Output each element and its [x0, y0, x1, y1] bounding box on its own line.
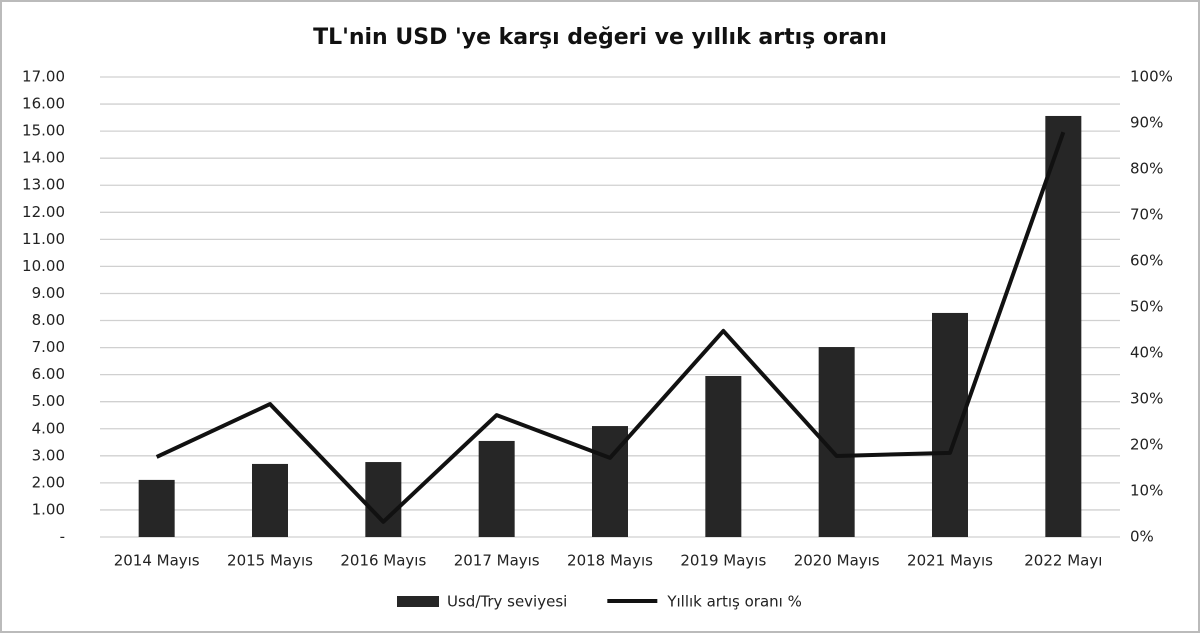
y-tick-label: 12.00	[22, 203, 65, 221]
x-tick-label: 2019 Mayıs	[680, 552, 766, 570]
y-tick-label: 9.00	[32, 284, 65, 302]
x-tick-label: 2017 Mayıs	[454, 552, 540, 570]
y-tick-label: 1.00	[32, 500, 65, 518]
x-tick-label: 2022 Mayı	[1024, 552, 1102, 570]
y2-tick-label: 90%	[1130, 114, 1163, 132]
x-tick-label: 2018 Mayıs	[567, 552, 653, 570]
x-tick-label: 2014 Mayıs	[114, 552, 200, 570]
bar	[478, 440, 515, 537]
y-tick-label: 3.00	[32, 446, 65, 464]
y-tick-label: 13.00	[22, 176, 65, 194]
y2-tick-label: 30%	[1130, 390, 1163, 408]
y-tick-label: 6.00	[32, 365, 65, 383]
y-tick-label: -	[60, 528, 65, 546]
bar	[138, 479, 175, 537]
line	[155, 131, 1066, 524]
y-tick-label: 11.00	[22, 230, 65, 248]
bar	[932, 312, 968, 537]
x-tick-label: 2016 Mayıs	[340, 552, 426, 570]
y-tick-label: 14.00	[22, 149, 65, 167]
bar	[365, 462, 402, 537]
y-tick-label: 15.00	[22, 122, 65, 140]
y2-tick-label: 20%	[1130, 436, 1163, 454]
bar	[252, 463, 288, 537]
y-tick-label: 7.00	[32, 338, 65, 356]
legend-swatch	[397, 596, 439, 607]
y2-tick-label: 80%	[1130, 160, 1163, 178]
y-tick-label: 4.00	[32, 419, 65, 437]
chart-title: TL'nin USD 'ye karşı değeri ve yıllık ar…	[313, 25, 887, 50]
y2-tick-label: 100%	[1130, 68, 1173, 86]
y-tick-label: 17.00	[22, 68, 65, 86]
x-tick-label: 2021 Mayıs	[907, 552, 993, 570]
y2-tick-label: 70%	[1130, 206, 1163, 224]
y-tick-label: 16.00	[22, 95, 65, 113]
x-tick-label: 2020 Mayıs	[794, 552, 880, 570]
x-tick-label: 2015 Mayıs	[227, 552, 313, 570]
y2-tick-label: 50%	[1130, 298, 1163, 316]
bar	[705, 376, 742, 537]
y2-tick-label: 60%	[1130, 252, 1163, 270]
y-tick-label: 2.00	[32, 473, 65, 491]
y2-tick-label: 10%	[1130, 482, 1163, 500]
y-tick-label: 8.00	[32, 311, 65, 329]
legend-label: Yıllık artış oranı %	[666, 593, 802, 611]
y-tick-label: 10.00	[22, 257, 65, 275]
legend-label: Usd/Try seviyesi	[447, 593, 567, 611]
y-tick-label: 5.00	[32, 392, 65, 410]
y2-tick-label: 40%	[1130, 344, 1163, 362]
y2-tick-label: 0%	[1130, 528, 1154, 546]
bar	[1045, 115, 1082, 537]
